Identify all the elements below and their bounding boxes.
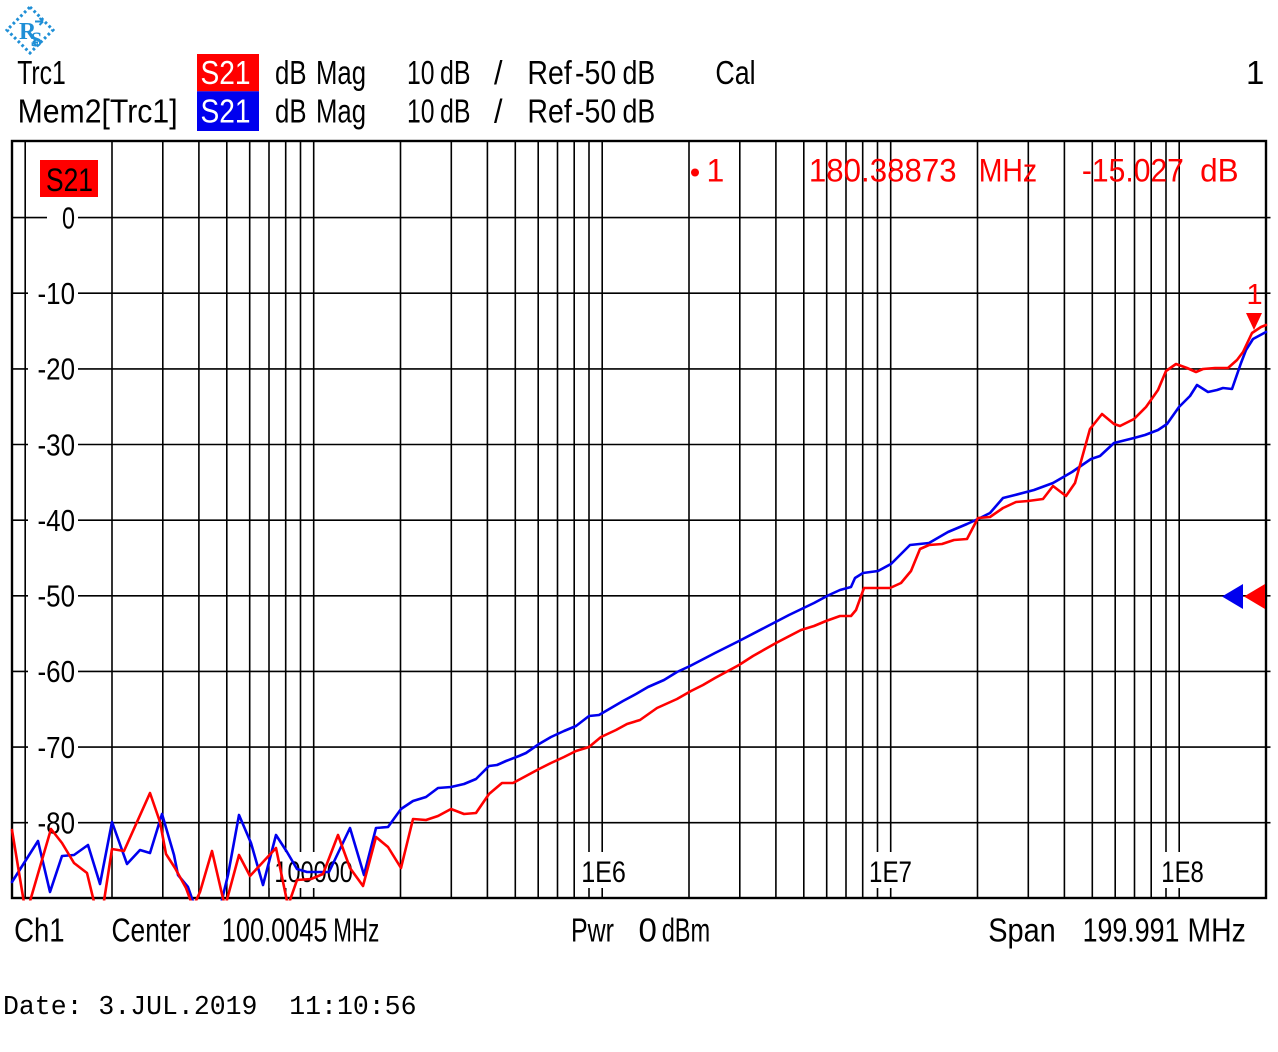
svg-text:180.38873: 180.38873: [809, 153, 957, 189]
svg-text:Date: 3.JUL.2019 11:10:56: Date: 3.JUL.2019 11:10:56: [3, 992, 416, 1022]
svg-text:-10: -10: [38, 277, 76, 311]
svg-text:-50: -50: [38, 580, 76, 614]
svg-text:dB: dB: [440, 93, 471, 130]
svg-text:Trc1: Trc1: [17, 54, 66, 91]
svg-text:MHz: MHz: [333, 912, 379, 949]
svg-text:Ref: Ref: [527, 93, 572, 130]
svg-text:dB: dB: [275, 54, 307, 91]
svg-text:-30: -30: [38, 428, 76, 462]
svg-text:1: 1: [707, 153, 725, 189]
svg-text:1E8: 1E8: [1161, 856, 1204, 889]
svg-text:Mag: Mag: [316, 54, 366, 91]
svg-text:-40: -40: [38, 504, 76, 538]
svg-text:-60: -60: [38, 655, 76, 689]
svg-text:Mag: Mag: [316, 93, 366, 130]
svg-text:MHz: MHz: [979, 153, 1037, 189]
svg-text:Mem2[Trc1]: Mem2[Trc1]: [18, 93, 178, 130]
svg-text:/: /: [494, 93, 503, 130]
svg-text:S21: S21: [201, 93, 251, 130]
svg-text:Span: Span: [988, 912, 1056, 949]
svg-text:R: R: [19, 19, 37, 45]
svg-text:1E6: 1E6: [581, 856, 626, 889]
svg-text:-15.027: -15.027: [1082, 153, 1184, 189]
svg-text:Cal: Cal: [715, 54, 755, 91]
svg-text:100.0045: 100.0045: [222, 912, 328, 949]
svg-text:dB: dB: [440, 54, 471, 91]
svg-text:0: 0: [62, 201, 75, 235]
svg-text:dBm: dBm: [662, 912, 711, 949]
svg-text:S21: S21: [46, 162, 93, 198]
svg-text:199.991: 199.991: [1083, 912, 1180, 949]
svg-text:dB: dB: [623, 54, 656, 91]
svg-text:dB: dB: [623, 93, 656, 130]
svg-text:/: /: [494, 54, 503, 91]
svg-text:-20: -20: [38, 353, 76, 387]
svg-text:S21: S21: [201, 54, 251, 91]
svg-text:Ch1: Ch1: [14, 912, 65, 949]
svg-text:-50: -50: [575, 93, 616, 130]
svg-text:0: 0: [639, 912, 657, 949]
svg-text:-50: -50: [575, 54, 616, 91]
svg-text:10: 10: [407, 54, 435, 91]
svg-text:Ref: Ref: [527, 54, 572, 91]
svg-text:10: 10: [407, 93, 435, 130]
svg-text:dB: dB: [275, 93, 307, 130]
svg-text:MHz: MHz: [1188, 912, 1246, 949]
svg-text:Center: Center: [112, 912, 191, 949]
svg-text:1E7: 1E7: [869, 856, 912, 889]
svg-text:dB: dB: [1200, 153, 1239, 189]
svg-text:1: 1: [1247, 279, 1263, 311]
svg-text:1: 1: [1246, 54, 1264, 91]
svg-text:-70: -70: [38, 731, 76, 765]
svg-text:Pwr: Pwr: [571, 912, 614, 949]
